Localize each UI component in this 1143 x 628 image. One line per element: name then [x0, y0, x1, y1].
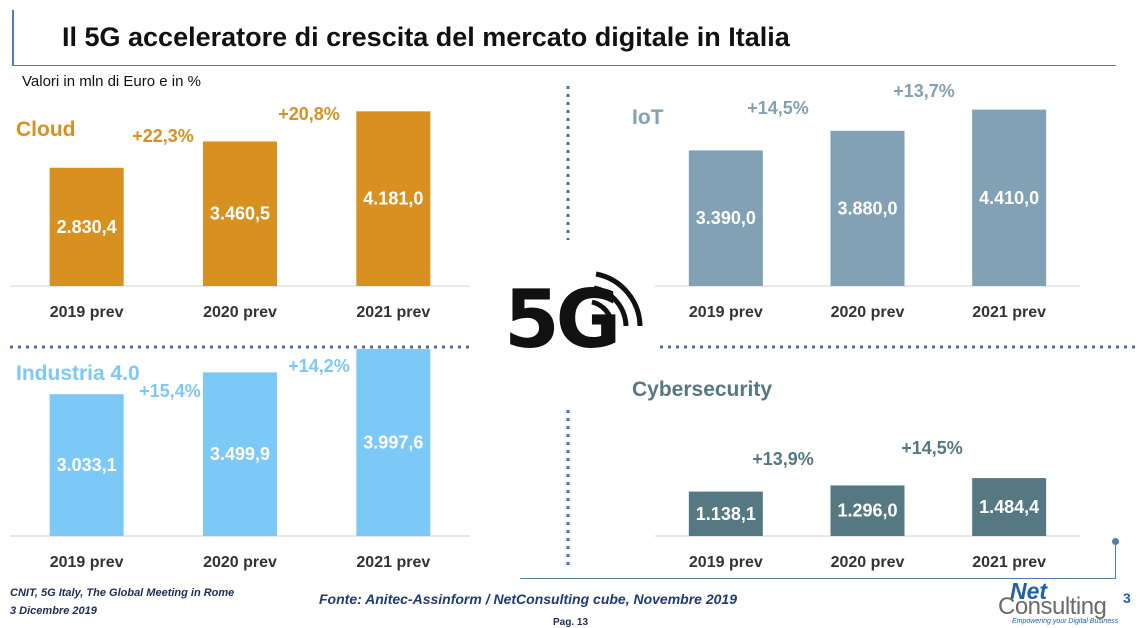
growth-rate-label: +15,4%	[139, 381, 201, 401]
source-note: Fonte: Anitec-Assinform / NetConsulting …	[319, 591, 737, 607]
panel-cloud: Cloud 2.830,4 2019 prev 3.460,5 2020 prev 4.…	[0, 0, 480, 340]
chart-industria: 3.033,1 2019 prev 3.499,9 2020 prev 3.997,6 2…	[10, 349, 470, 571]
signal-waves-icon	[591, 271, 643, 327]
x-tick-label: 2020 prev	[831, 554, 905, 571]
x-tick-label: 2019 prev	[689, 554, 763, 571]
growth-rate-label: +22,3%	[132, 126, 194, 146]
bar-value-label: 3.499,9	[210, 444, 270, 464]
chart-cybersecurity: 1.138,1 2019 prev 1.296,0 2020 prev 1.484,4 2…	[655, 438, 1080, 571]
x-tick-label: 2021 prev	[356, 554, 430, 571]
bar	[830, 130, 905, 286]
bottom-right-tick	[1115, 542, 1116, 579]
panel-title-iot: IoT	[632, 106, 664, 129]
chart-subtitle: Valori in mln di Euro e in %	[22, 73, 201, 90]
growth-rate-label: +14,5%	[901, 438, 963, 458]
page-title: Il 5G acceleratore di crescita del merca…	[62, 22, 790, 52]
bar	[203, 141, 277, 286]
bar-value-label: 3.997,6	[363, 433, 423, 453]
bottom-right-rule	[520, 578, 1116, 579]
bar	[356, 111, 431, 286]
bar	[688, 150, 763, 286]
growth-rate-label: +20,8%	[278, 104, 340, 124]
bar-value-label: 1.138,1	[696, 504, 756, 524]
bar-value-label: 1.484,4	[979, 497, 1039, 517]
netconsulting-logo: Net Consulting 3 Empowering your Digital…	[996, 578, 1136, 626]
logo-superscript: 3	[1123, 590, 1131, 606]
bar	[49, 167, 124, 286]
chart-iot: 3.390,0 2019 prev 3.880,0 2020 prev 4.410,0 2…	[655, 81, 1080, 321]
bar-value-label: 3.880,0	[837, 198, 897, 218]
page-number: Pag. 13	[553, 617, 589, 628]
x-tick-label: 2021 prev	[972, 554, 1046, 571]
x-tick-label: 2019 prev	[50, 554, 124, 571]
bar-value-label: 3.033,1	[57, 455, 117, 475]
logo-net: Net	[1010, 578, 1048, 604]
growth-rate-label: +13,7%	[893, 81, 955, 101]
title-left-rule	[12, 10, 14, 65]
panel-title-cloud: Cloud	[16, 118, 76, 141]
panel-industria: Industria 4.0 3.033,1 2019 prev 3.499,9 202…	[0, 0, 480, 580]
chart-cloud: 2.830,4 2019 prev 3.460,5 2020 prev 4.181,0 2…	[10, 104, 470, 321]
bar-value-label: 3.460,5	[210, 204, 270, 224]
growth-rate-label: +14,2%	[288, 356, 350, 376]
bar	[972, 478, 1047, 536]
bar	[203, 372, 277, 536]
growth-rate-label: +13,9%	[752, 449, 814, 469]
bar-value-label: 4.410,0	[979, 188, 1039, 208]
panel-cybersecurity: Cybersecurity 1.138,1 2019 prev 1.296,0 202…	[632, 378, 1080, 571]
panel-title-industria: Industria 4.0	[16, 362, 140, 385]
footer-event: CNIT, 5G Italy, The Global Meeting in Ro…	[10, 587, 235, 599]
center-5g-logo: 5G	[500, 262, 650, 372]
bar	[49, 394, 124, 536]
x-tick-label: 2019 prev	[50, 304, 124, 321]
x-tick-label: 2020 prev	[831, 304, 905, 321]
x-tick-label: 2020 prev	[203, 304, 277, 321]
bar-value-label: 1.296,0	[837, 501, 897, 521]
bar	[972, 109, 1047, 286]
logo-tagline: Empowering your Digital Business	[1012, 618, 1119, 625]
title-bottom-rule	[12, 65, 1116, 66]
growth-rate-label: +14,5%	[747, 98, 809, 118]
x-tick-label: 2020 prev	[203, 554, 277, 571]
x-tick-label: 2021 prev	[972, 304, 1046, 321]
bar	[688, 491, 763, 536]
bar-value-label: 2.830,4	[57, 217, 117, 237]
logo-consulting: Consulting	[998, 593, 1107, 620]
bar	[356, 349, 431, 536]
bottom-right-dot	[1112, 538, 1119, 545]
bar	[830, 485, 905, 536]
bar-value-label: 3.390,0	[696, 208, 756, 228]
x-tick-label: 2021 prev	[356, 304, 430, 321]
panel-iot: IoT 3.390,0 2019 prev 3.880,0 2020 prev 4.41…	[632, 81, 1080, 321]
panel-title-cybersecurity: Cybersecurity	[632, 378, 773, 401]
x-tick-label: 2019 prev	[689, 304, 763, 321]
bar-value-label: 4.181,0	[363, 189, 423, 209]
footer-date: 3 Dicembre 2019	[10, 605, 97, 617]
